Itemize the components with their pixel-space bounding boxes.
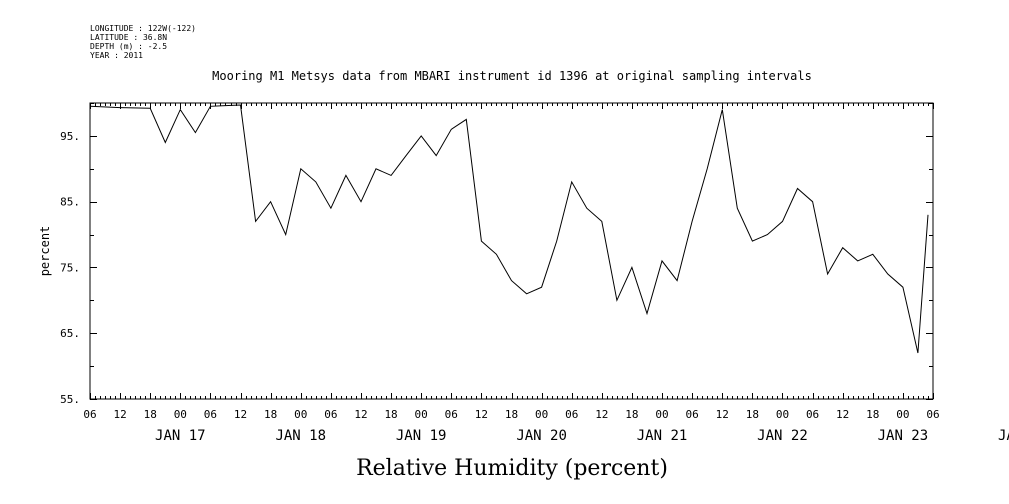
x-hour-label: 18 bbox=[505, 408, 518, 421]
x-hour-label: 00 bbox=[655, 408, 668, 421]
meta-latitude: LATITUDE : 36.8N bbox=[90, 33, 167, 42]
x-day-label: JAN 24 bbox=[998, 428, 1009, 444]
x-day-label: JAN 17 bbox=[155, 428, 206, 444]
x-hour-label: 06 bbox=[324, 408, 337, 421]
x-day-label: JAN 23 bbox=[878, 428, 929, 444]
x-hour-label: 00 bbox=[535, 408, 548, 421]
x-hour-label: 18 bbox=[746, 408, 759, 421]
x-day-label: JAN 21 bbox=[637, 428, 688, 444]
x-hour-label: 06 bbox=[565, 408, 578, 421]
x-hour-label: 12 bbox=[354, 408, 367, 421]
meta-depth: DEPTH (m) : -2.5 bbox=[90, 42, 167, 51]
humidity-series-line bbox=[89, 104, 929, 354]
x-hour-label: 12 bbox=[595, 408, 608, 421]
x-hour-label: 12 bbox=[113, 408, 126, 421]
x-hour-label: 12 bbox=[836, 408, 849, 421]
x-hour-label: 18 bbox=[866, 408, 879, 421]
x-hour-label: 06 bbox=[83, 408, 96, 421]
x-hour-label: 06 bbox=[445, 408, 458, 421]
x-hour-label: 18 bbox=[144, 408, 157, 421]
x-day-labels: JAN 17 JAN 18 JAN 19 JAN 20 JAN 21 JAN 22 JAN … bbox=[155, 428, 1009, 444]
x-hour-label: 06 bbox=[686, 408, 699, 421]
x-hour-label: 18 bbox=[625, 408, 638, 421]
x-day-label: JAN 18 bbox=[275, 428, 326, 444]
x-hour-label: 12 bbox=[475, 408, 488, 421]
x-hour-label: 06 bbox=[806, 408, 819, 421]
y-tick-label: 55. bbox=[60, 393, 80, 406]
meta-longitude: LONGITUDE : 122W(-122) bbox=[90, 24, 196, 33]
x-hour-labels: 06 12 18 00 06 12 18 00 06 12 18 00 06 12 18 00 06 12 18 00… bbox=[83, 408, 939, 421]
y-axis-label: percent bbox=[38, 226, 52, 277]
x-hour-label: 00 bbox=[776, 408, 789, 421]
x-hour-label: 12 bbox=[234, 408, 247, 421]
x-day-label: JAN 22 bbox=[757, 428, 808, 444]
x-hour-label: 00 bbox=[415, 408, 428, 421]
x-hour-label: 12 bbox=[716, 408, 729, 421]
x-day-label: JAN 19 bbox=[396, 428, 447, 444]
y-tick-label: 65. bbox=[60, 327, 80, 340]
x-hour-label: 00 bbox=[174, 408, 187, 421]
plot-frame bbox=[89, 102, 934, 400]
x-hour-label: 06 bbox=[204, 408, 217, 421]
x-hour-label: 00 bbox=[896, 408, 909, 421]
y-tick-label: 75. bbox=[60, 261, 80, 274]
y-tick-label: 85. bbox=[60, 196, 80, 209]
meta-year: YEAR : 2011 bbox=[90, 51, 143, 60]
metadata-block: LONGITUDE : 122W(-122) LATITUDE : 36.8N … bbox=[90, 24, 196, 60]
x-hour-label: 06 bbox=[926, 408, 939, 421]
axis-ticks bbox=[90, 103, 934, 400]
chart-title: Mooring M1 Metsys data from MBARI instru… bbox=[212, 69, 812, 83]
x-axis-title: Relative Humidity (percent) bbox=[356, 456, 668, 481]
y-tick-labels: 55. 65. 75. 85. 95. bbox=[60, 130, 80, 406]
y-tick-label: 95. bbox=[60, 130, 80, 143]
x-hour-label: 00 bbox=[294, 408, 307, 421]
x-hour-label: 18 bbox=[264, 408, 277, 421]
x-hour-label: 18 bbox=[384, 408, 397, 421]
x-day-label: JAN 20 bbox=[516, 428, 567, 444]
